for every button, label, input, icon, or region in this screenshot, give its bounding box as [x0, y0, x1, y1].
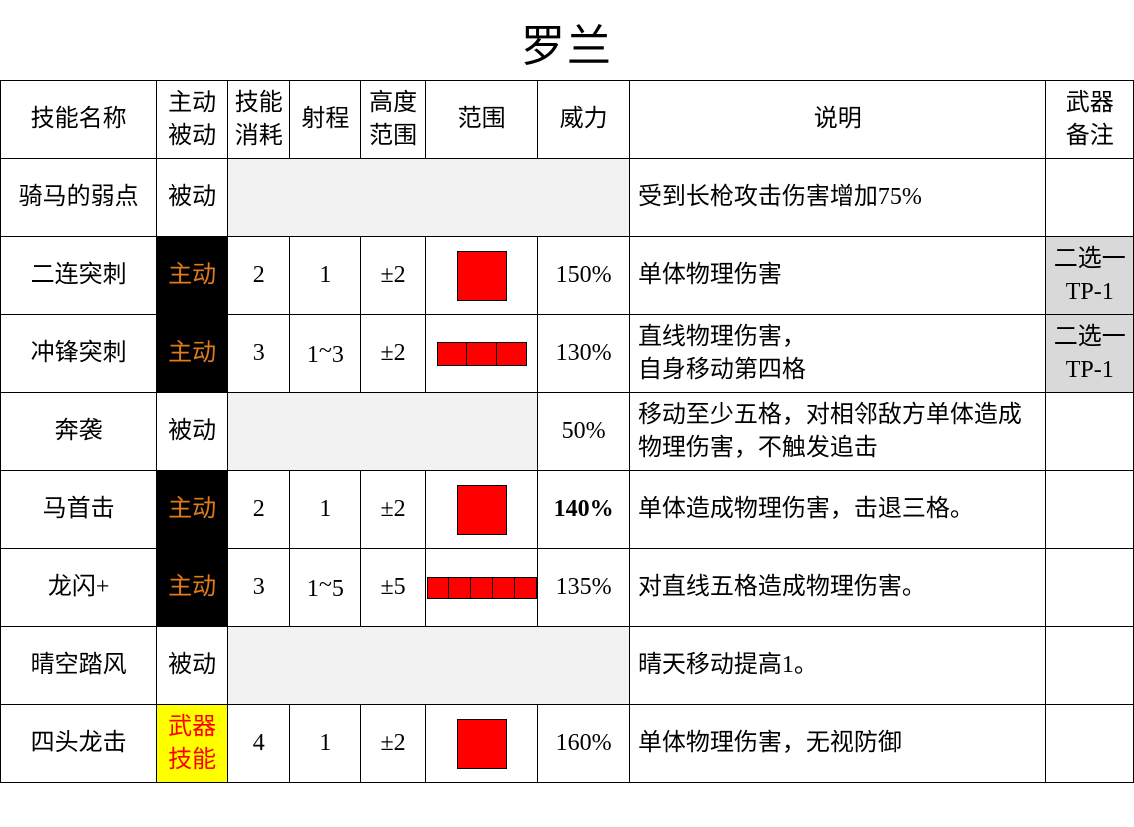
range-shape-single — [426, 471, 537, 548]
cell-skill-type: 主动 — [157, 471, 228, 549]
cell-height: ±2 — [361, 471, 426, 549]
cell-range: 1 — [290, 471, 361, 549]
cell-description: 直线物理伤害，自身移动第四格 — [629, 315, 1046, 393]
cell-range: 1 — [290, 237, 361, 315]
header-name: 技能名称 — [1, 81, 157, 159]
cell-range: 1~5 — [290, 549, 361, 627]
cell-cost: 3 — [228, 549, 290, 627]
cell-area — [425, 471, 537, 549]
cell-skill-type: 主动 — [157, 315, 228, 393]
cell-power: 130% — [538, 315, 630, 393]
cell-cost: 4 — [228, 705, 290, 783]
cell-grey-merged — [228, 159, 630, 237]
header-height: 高度范围 — [361, 81, 426, 159]
cell-description: 移动至少五格，对相邻敌方单体造成物理伤害，不触发追击 — [629, 393, 1046, 471]
table-row: 四头龙击武器技能41±2 160%单体物理伤害，无视防御 — [1, 705, 1134, 783]
header-desc: 说明 — [629, 81, 1046, 159]
cell-skill-type: 被动 — [157, 159, 228, 237]
cell-power: 150% — [538, 237, 630, 315]
cell-description: 受到长枪攻击伤害增加75% — [629, 159, 1046, 237]
cell-skill-name: 二连突刺 — [1, 237, 157, 315]
cell-range: 1~3 — [290, 315, 361, 393]
cell-height: ±2 — [361, 237, 426, 315]
cell-height: ±2 — [361, 705, 426, 783]
cell-skill-name: 骑马的弱点 — [1, 159, 157, 237]
cell-note — [1046, 393, 1134, 471]
range-shape-row3 — [426, 315, 537, 392]
cell-height: ±2 — [361, 315, 426, 393]
header-power: 威力 — [538, 81, 630, 159]
table-row: 骑马的弱点被动 受到长枪攻击伤害增加75% — [1, 159, 1134, 237]
skill-table: 技能名称 主动被动 技能消耗 射程 高度范围 范围 威力 说明 武器备注 骑马的… — [0, 80, 1134, 783]
cell-note: 二选一TP-1 — [1046, 237, 1134, 315]
cell-skill-name: 四头龙击 — [1, 705, 157, 783]
cell-skill-type: 主动 — [157, 549, 228, 627]
cell-cost: 3 — [228, 315, 290, 393]
table-row: 龙闪+主动31~5±5 135%对直线五格造成物理伤害。 — [1, 549, 1134, 627]
cell-area — [425, 705, 537, 783]
cell-skill-name: 冲锋突刺 — [1, 315, 157, 393]
cell-range: 1 — [290, 705, 361, 783]
cell-cost: 2 — [228, 237, 290, 315]
header-note: 武器备注 — [1046, 81, 1134, 159]
skill-table-container: 罗兰 技能名称 主动被动 技能消耗 射程 高度范围 范围 威力 说明 武器备注 — [0, 0, 1134, 783]
cell-description: 对直线五格造成物理伤害。 — [629, 549, 1046, 627]
cell-note — [1046, 627, 1134, 705]
table-row: 奔袭被动 50%移动至少五格，对相邻敌方单体造成物理伤害，不触发追击 — [1, 393, 1134, 471]
cell-skill-name: 奔袭 — [1, 393, 157, 471]
table-row: 二连突刺主动21±2 150%单体物理伤害二选一TP-1 — [1, 237, 1134, 315]
table-row: 马首击主动21±2 140%单体造成物理伤害，击退三格。 — [1, 471, 1134, 549]
cell-description: 单体物理伤害，无视防御 — [629, 705, 1046, 783]
cell-note — [1046, 705, 1134, 783]
header-type: 主动被动 — [157, 81, 228, 159]
table-row: 冲锋突刺主动31~3±2 130%直线物理伤害，自身移动第四格二选一TP-1 — [1, 315, 1134, 393]
table-header: 技能名称 主动被动 技能消耗 射程 高度范围 范围 威力 说明 武器备注 — [1, 81, 1134, 159]
cell-area — [425, 315, 537, 393]
cell-note — [1046, 471, 1134, 549]
cell-description: 单体物理伤害 — [629, 237, 1046, 315]
table-row: 晴空踏风被动 晴天移动提高1。 — [1, 627, 1134, 705]
cell-cost: 2 — [228, 471, 290, 549]
cell-skill-type: 武器技能 — [157, 705, 228, 783]
range-shape-row5 — [426, 549, 537, 626]
cell-power: 50% — [538, 393, 630, 471]
cell-power: 140% — [538, 471, 630, 549]
cell-skill-name: 龙闪+ — [1, 549, 157, 627]
cell-note — [1046, 549, 1134, 627]
cell-grey-merged — [228, 627, 630, 705]
cell-description: 单体造成物理伤害，击退三格。 — [629, 471, 1046, 549]
character-name-title: 罗兰 — [0, 0, 1134, 80]
cell-skill-type: 主动 — [157, 237, 228, 315]
cell-skill-name: 马首击 — [1, 471, 157, 549]
cell-power: 160% — [538, 705, 630, 783]
table-body: 骑马的弱点被动受到长枪攻击伤害增加75%二连突刺主动21±2150%单体物理伤害… — [1, 159, 1134, 783]
cell-skill-name: 晴空踏风 — [1, 627, 157, 705]
cell-power: 135% — [538, 549, 630, 627]
range-shape-single — [426, 705, 537, 782]
header-area: 范围 — [425, 81, 537, 159]
header-range: 射程 — [290, 81, 361, 159]
cell-area — [425, 549, 537, 627]
cell-description: 晴天移动提高1。 — [629, 627, 1046, 705]
cell-grey-merged — [228, 393, 538, 471]
cell-note: 二选一TP-1 — [1046, 315, 1134, 393]
cell-height: ±5 — [361, 549, 426, 627]
cell-skill-type: 被动 — [157, 627, 228, 705]
range-shape-single — [426, 237, 537, 314]
cell-area — [425, 237, 537, 315]
cell-skill-type: 被动 — [157, 393, 228, 471]
cell-note — [1046, 159, 1134, 237]
header-cost: 技能消耗 — [228, 81, 290, 159]
